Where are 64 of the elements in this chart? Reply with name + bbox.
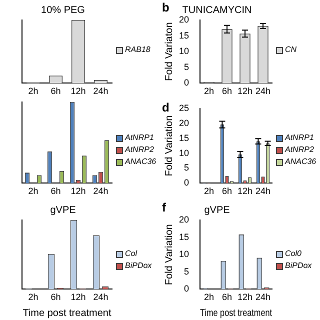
y-tick-label: 15 bbox=[178, 232, 190, 242]
legend-label: BiPDox bbox=[285, 260, 312, 272]
y-tick-label: 20 bbox=[178, 214, 190, 224]
text: d bbox=[162, 100, 170, 114]
y-tick-label: 10 bbox=[178, 148, 190, 158]
x-tick-label: 6h bbox=[50, 86, 61, 96]
y-tick-label: 0 bbox=[184, 178, 190, 188]
x-tick-label: 24h bbox=[93, 186, 108, 196]
text: b bbox=[162, 0, 170, 14]
y-tick-label: 5 bbox=[184, 62, 190, 72]
y-tick-label: 20 bbox=[178, 118, 190, 128]
x-tick-label: 6h bbox=[50, 186, 61, 196]
text: f bbox=[162, 200, 167, 214]
x-tick-label: 2h bbox=[28, 186, 38, 196]
y-tick-label: 10 bbox=[178, 46, 190, 56]
x-tick-label: 2h bbox=[28, 292, 38, 302]
x-tick-label: 24h bbox=[93, 292, 108, 302]
y-axis-title: Fold Variaton bbox=[164, 22, 175, 81]
legend-label: BiPDox bbox=[125, 260, 152, 272]
x-tick-label: 12h bbox=[70, 186, 86, 196]
legend-label: AtNRP1 bbox=[125, 132, 154, 144]
y-tick-label: 20 bbox=[178, 14, 190, 24]
legend-label: ANAC36 bbox=[285, 156, 316, 168]
y-tick-label: 25 bbox=[178, 102, 190, 113]
x-tick-label: 12h bbox=[70, 86, 86, 96]
y-tick-label: 0 bbox=[184, 284, 190, 294]
y-axis-title: Fold Variation bbox=[164, 115, 175, 176]
y-tick-label: 0 bbox=[184, 78, 190, 88]
y-tick-label: 5 bbox=[184, 162, 190, 173]
x-axis-title: Time post treatment bbox=[22, 308, 112, 319]
legend-label: ANAC36 bbox=[125, 156, 156, 168]
x-tick-label: 2h bbox=[204, 292, 214, 302]
legend-label: AtNRP1 bbox=[285, 132, 314, 144]
y-tick-label: 5 bbox=[184, 266, 190, 276]
chart-title: gVPE bbox=[204, 204, 230, 216]
legend-label: AtNRP2 bbox=[125, 144, 154, 156]
y-tick-label: 15 bbox=[178, 132, 190, 143]
x-tick-label: 2h bbox=[204, 86, 214, 96]
x-tick-label: 24h bbox=[255, 292, 271, 302]
x-tick-label: 24h bbox=[255, 86, 271, 96]
legend-label: CN bbox=[285, 44, 297, 56]
x-axis-title: Time post treatment bbox=[200, 306, 272, 318]
x-tick-label: 12h bbox=[70, 292, 86, 302]
legend-label: Col bbox=[125, 248, 138, 260]
x-tick-label: 24h bbox=[93, 86, 108, 96]
chart-title: gVPE bbox=[50, 204, 76, 216]
x-tick-label: 12h bbox=[237, 292, 253, 302]
x-tick-label: 24h bbox=[255, 186, 271, 196]
x-tick-label: 6h bbox=[50, 292, 61, 302]
y-axis-title: Fold Variation bbox=[164, 224, 175, 286]
x-tick-label: 2h bbox=[28, 86, 38, 96]
legend-label: AtNRP2 bbox=[285, 144, 314, 156]
legend-label: Col0 bbox=[285, 248, 302, 260]
chart-title: 10% PEG bbox=[41, 4, 86, 16]
legend-label: RAB18 bbox=[125, 44, 150, 56]
x-tick-label: 12h bbox=[237, 86, 253, 96]
x-tick-label: 2h bbox=[204, 186, 214, 196]
x-tick-label: 6h bbox=[222, 292, 232, 302]
chart-title: TUNICAMYCIN bbox=[182, 4, 252, 16]
x-tick-label: 6h bbox=[222, 186, 232, 196]
y-tick-label: 10 bbox=[178, 249, 190, 260]
x-tick-label: 6h bbox=[222, 86, 232, 96]
x-tick-label: 12h bbox=[237, 186, 253, 196]
y-tick-label: 15 bbox=[178, 30, 190, 40]
